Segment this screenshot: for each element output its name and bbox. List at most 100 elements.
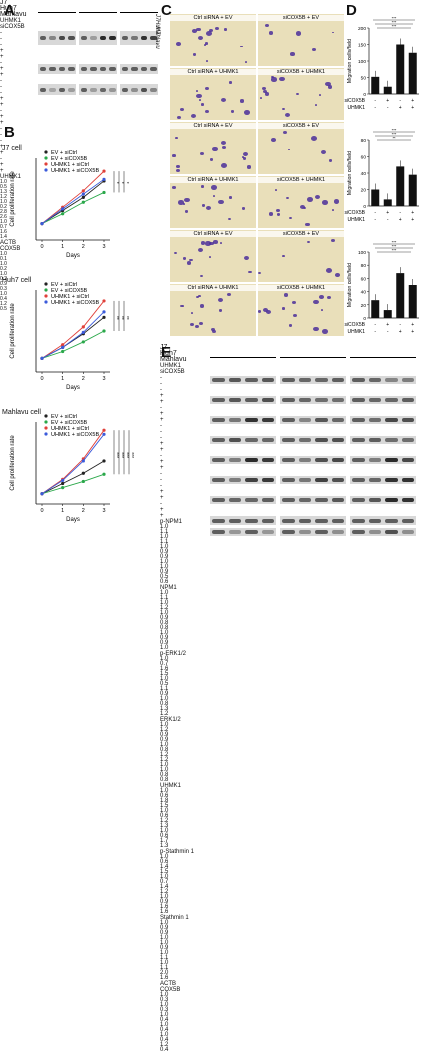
cell-label-huh7: Huh7 xyxy=(160,350,177,357)
band xyxy=(282,438,295,442)
panel-label-b: B xyxy=(4,124,15,141)
band xyxy=(315,498,328,502)
x-axis-label: Days xyxy=(66,385,80,391)
legend-marker xyxy=(44,294,48,298)
migrated-cell xyxy=(174,252,178,255)
migrated-cell xyxy=(291,300,296,305)
migrated-cell xyxy=(184,210,189,214)
migrated-cell xyxy=(243,151,249,156)
quant-value: 0.1 xyxy=(0,256,7,262)
blot-strip xyxy=(79,64,117,74)
blot-strip xyxy=(79,31,117,45)
migrated-cell xyxy=(181,305,185,308)
migrated-cell xyxy=(287,148,290,151)
migrated-cell xyxy=(306,197,313,203)
sign: - xyxy=(160,387,162,393)
significance-mark: *** xyxy=(128,452,134,458)
band xyxy=(298,438,311,442)
band xyxy=(245,498,258,502)
bar xyxy=(408,52,417,94)
band xyxy=(212,378,225,382)
band xyxy=(39,87,46,92)
band xyxy=(352,478,365,482)
band xyxy=(150,36,157,40)
migrated-cell xyxy=(331,238,336,243)
band xyxy=(331,418,344,422)
row-label-sicox5b: siCOX5B xyxy=(344,98,365,104)
data-point xyxy=(61,349,65,354)
x-tick-label: 2 xyxy=(82,244,85,250)
panel-a-western-blot: J7 Huh7 Mahlavu UHMK1 siCOX5B - - - + + - + + - - - + + - +… xyxy=(0,0,160,312)
band xyxy=(368,518,381,523)
blot-strip xyxy=(350,456,416,464)
y-axis-label: Cell proliferation rate xyxy=(10,171,16,227)
sign: + xyxy=(386,210,389,216)
band xyxy=(282,518,295,523)
migrated-cell xyxy=(271,138,277,142)
band xyxy=(298,478,311,482)
data-point xyxy=(61,478,65,483)
data-point xyxy=(61,486,65,490)
migrated-cell xyxy=(334,272,340,277)
band xyxy=(68,36,75,40)
migrated-cell xyxy=(183,203,186,206)
legend-entry: UHMK1 + siCOX5B xyxy=(51,300,99,306)
band xyxy=(352,418,365,422)
y-tick-label: 80 xyxy=(361,263,367,269)
band xyxy=(331,530,344,534)
migrated-cell xyxy=(318,94,321,96)
migrated-cell xyxy=(190,311,193,314)
sign: - xyxy=(374,105,376,111)
bar xyxy=(396,273,405,318)
data-point xyxy=(81,325,85,329)
migrated-cell xyxy=(313,326,319,332)
sign: - xyxy=(160,429,162,435)
migrated-cell xyxy=(320,150,326,155)
row-label-sicox5b: siCOX5B xyxy=(344,322,365,328)
y-axis-label: Cell proliferation rate xyxy=(10,303,16,359)
micrograph: siCOX5B + UHMK1 xyxy=(258,68,344,120)
data-point xyxy=(61,481,65,486)
band xyxy=(49,67,56,71)
sign: + xyxy=(386,98,389,104)
data-point xyxy=(102,459,106,463)
band xyxy=(245,478,258,482)
y-axis-label: Migration cells/field xyxy=(347,263,353,307)
band xyxy=(58,87,65,92)
band xyxy=(212,530,225,534)
band xyxy=(245,438,258,442)
legend-entry: UHMK1 + siCOX5B xyxy=(51,432,99,438)
y-tick-label: 0 xyxy=(363,92,366,98)
blot-strip xyxy=(350,416,416,424)
y-tick-label: 60 xyxy=(361,155,367,161)
panel-label-d: D xyxy=(346,2,357,19)
y-tick-label: 40 xyxy=(361,171,367,177)
blot-strip xyxy=(210,476,276,484)
sign: - xyxy=(374,98,376,104)
band xyxy=(150,87,157,92)
band xyxy=(352,458,365,462)
migrated-cell xyxy=(201,103,205,106)
migrated-cell xyxy=(314,103,318,106)
band xyxy=(385,458,398,462)
migrated-cell xyxy=(221,140,226,145)
migrated-cell xyxy=(175,137,178,140)
migrated-cell xyxy=(279,76,285,82)
sign: + xyxy=(399,217,402,223)
blot-strip xyxy=(210,456,276,464)
band xyxy=(282,458,295,462)
quant-value: 0.5 xyxy=(0,306,7,312)
sign: - xyxy=(374,210,376,216)
blot-strip xyxy=(120,64,158,74)
migrated-cell xyxy=(199,303,205,308)
migrated-cell xyxy=(184,197,190,203)
band xyxy=(245,398,258,402)
band xyxy=(261,418,274,422)
sign: - xyxy=(160,435,162,441)
y-tick-label: 200 xyxy=(358,26,366,32)
micrograph-caption: siCOX5B + UHMK1 xyxy=(258,285,344,291)
sign: + xyxy=(160,495,164,501)
migrated-cell xyxy=(290,52,295,56)
migrated-cell xyxy=(313,300,319,305)
data-point xyxy=(102,472,106,476)
